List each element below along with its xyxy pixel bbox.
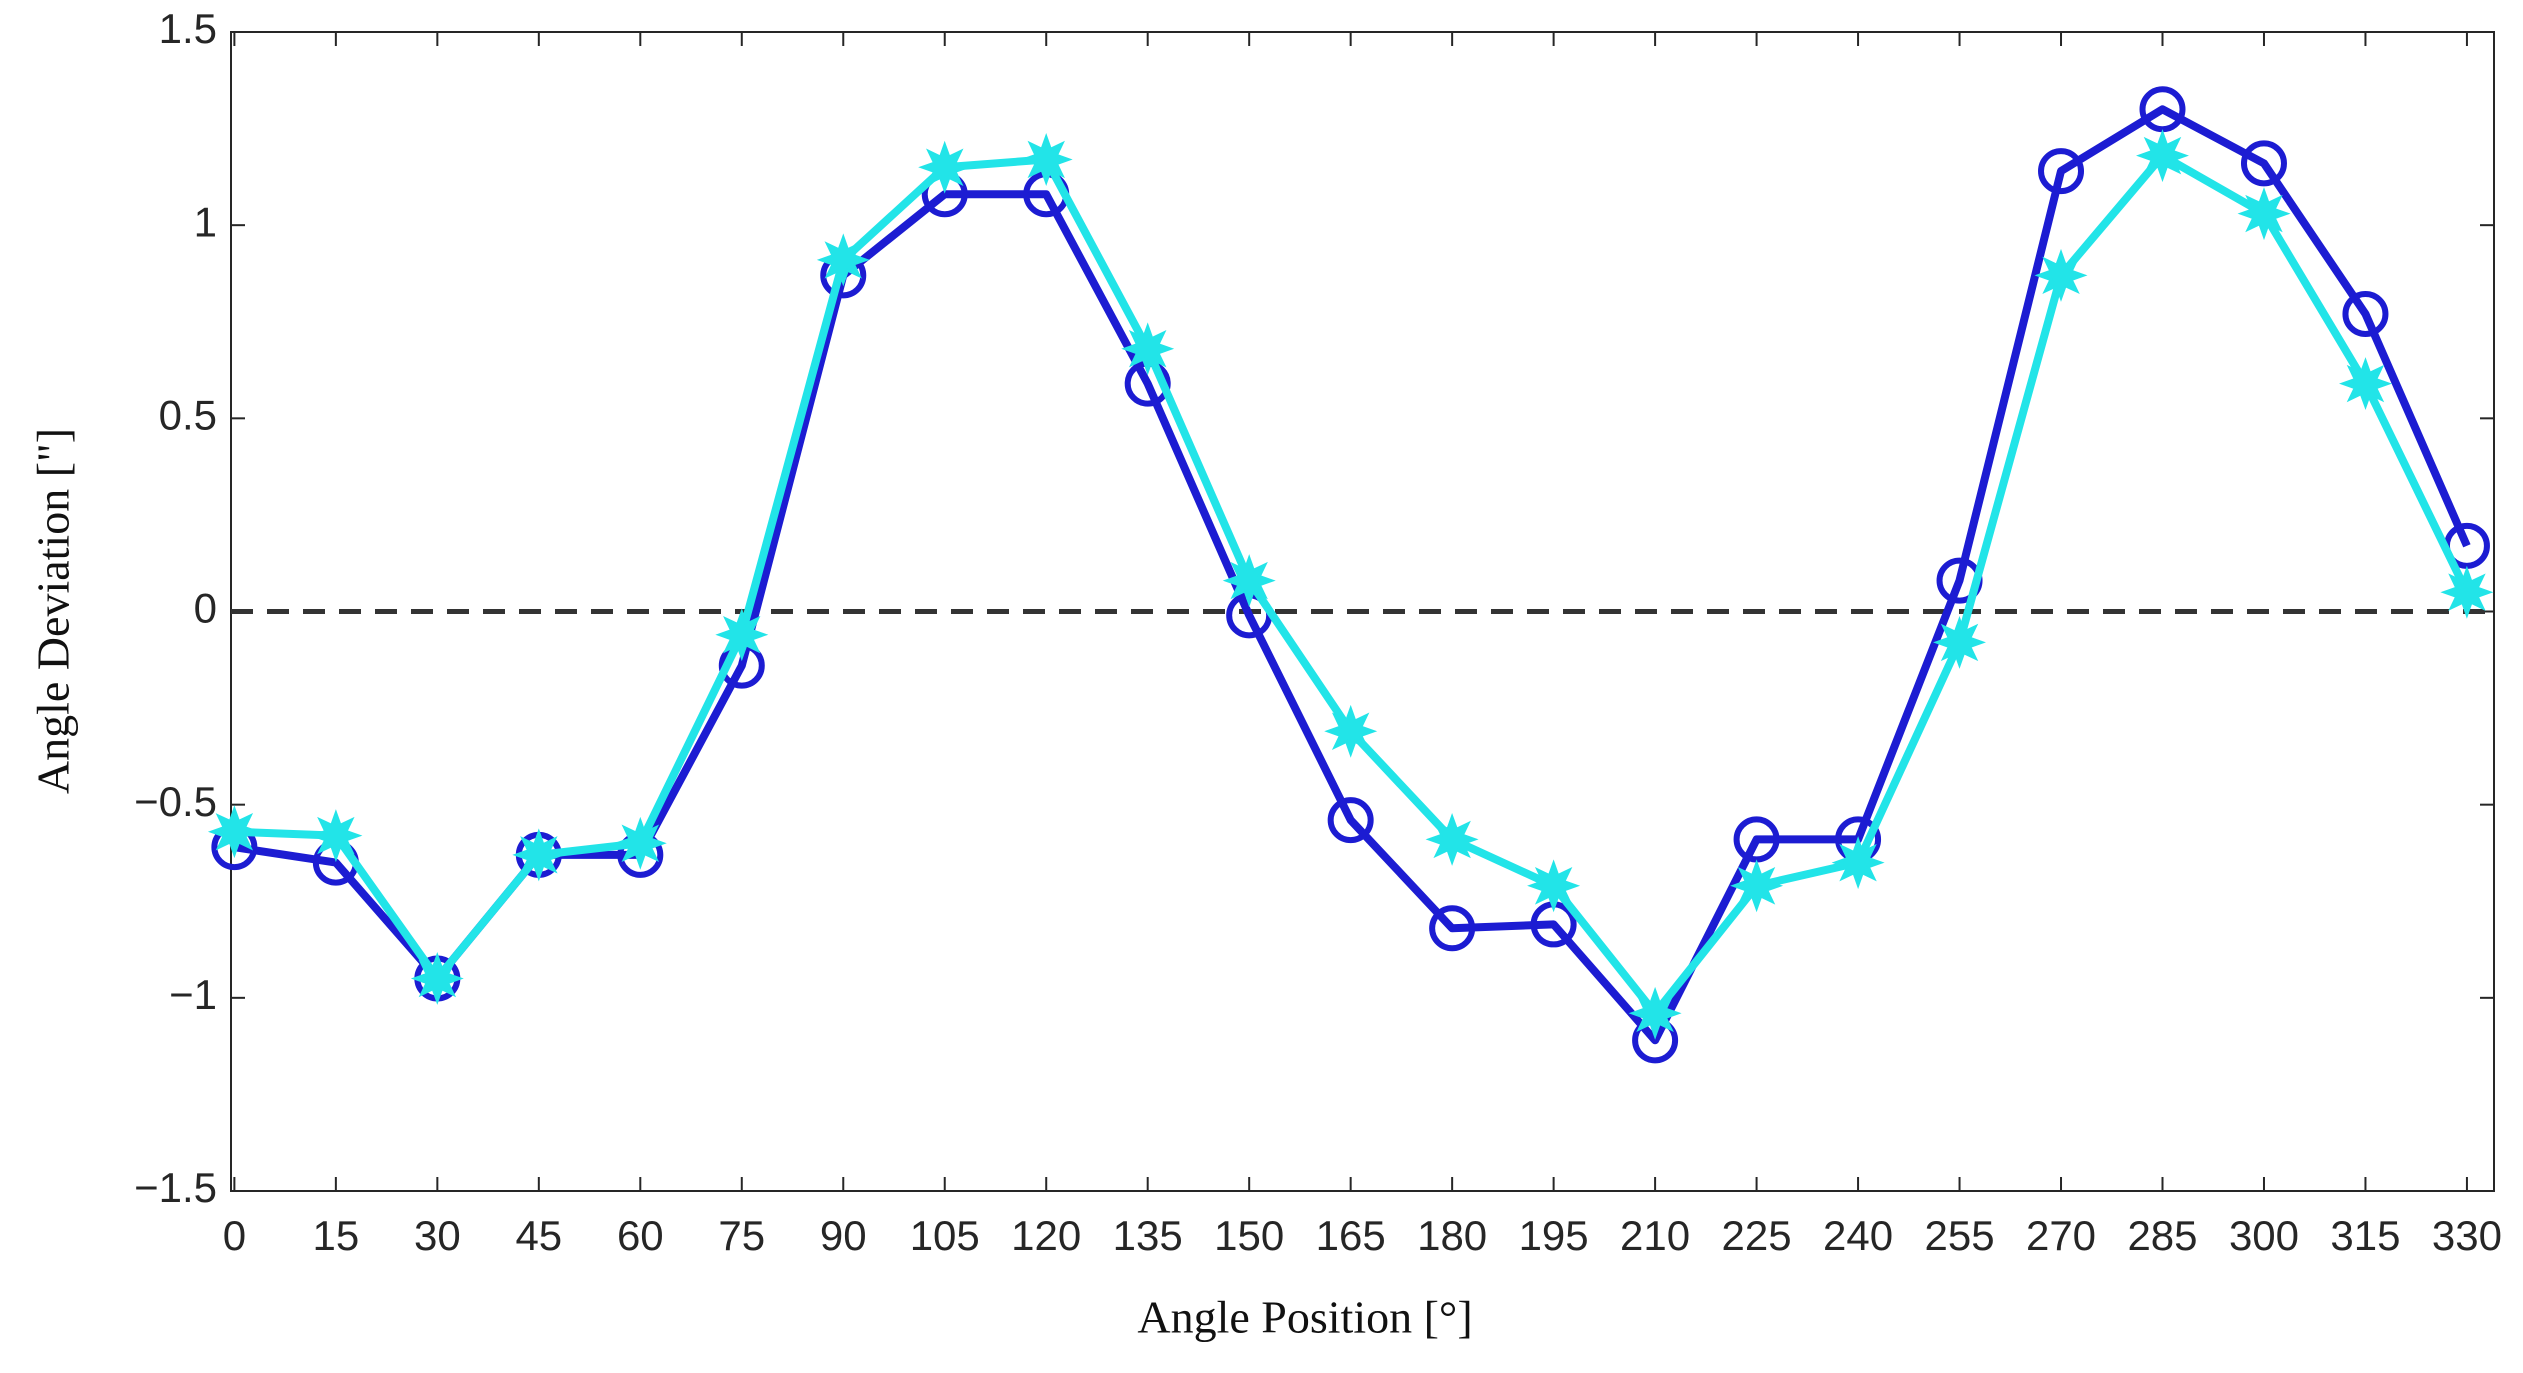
x-tick-label: 165 [1316,1212,1386,1259]
x-tick-label: 30 [414,1212,461,1259]
marker [1831,836,1885,890]
y-tick-label: 1 [194,198,217,245]
x-tick-label: 240 [1823,1212,1893,1259]
x-tick-label: 225 [1722,1212,1792,1259]
y-tick-label: 0.5 [159,391,217,438]
x-tick-label: 270 [2026,1212,2096,1259]
marker [1425,812,1479,866]
x-tick-label: 45 [515,1212,562,1259]
x-tick-label: 195 [1519,1212,1589,1259]
x-tick-label: 60 [617,1212,664,1259]
marker [918,140,972,194]
marker [2342,291,2389,338]
x-tick-label: 120 [1011,1212,1081,1259]
x-tick-label: 150 [1214,1212,1284,1259]
marker [410,952,464,1005]
marker [207,805,261,859]
marker [2339,357,2393,411]
marker [1327,797,1374,844]
marker [2440,565,2494,619]
marker [2240,140,2287,187]
marker [1121,322,1175,376]
marker [512,828,566,882]
marker [1019,133,1073,186]
x-tick-label: 135 [1113,1212,1183,1259]
x-tick-label: 300 [2229,1212,2299,1259]
x-tick-label: 285 [2127,1212,2197,1259]
marker [715,608,769,662]
y-tick-label: −1.5 [134,1164,217,1211]
marker [1324,704,1378,758]
y-tick-label: 0 [194,585,217,632]
x-tick-label: 75 [718,1212,765,1259]
marker [1628,986,1682,1040]
x-axis-label: Angle Position [°] [1137,1292,1472,1343]
x-tick-label: 0 [223,1212,246,1259]
marker [309,809,363,863]
x-tick-label: 180 [1417,1212,1487,1259]
marker [816,233,870,287]
y-axis-label: Angle Deviation ["] [28,428,79,794]
x-tick-label: 330 [2432,1212,2502,1259]
marker [1932,615,1986,669]
marker [2038,148,2085,195]
x-tick-label: 105 [910,1212,980,1259]
marker [613,816,667,870]
marker [1429,905,1476,952]
marker [2237,187,2291,241]
x-tick-label: 315 [2330,1212,2400,1259]
series-line [233,105,2471,1045]
y-tick-label: 1.5 [159,5,217,52]
marker [2136,129,2189,183]
y-tick-label: −0.5 [134,778,217,825]
x-tick-label: 210 [1620,1212,1690,1259]
x-tick-label: 90 [820,1212,867,1259]
marker [1222,554,1276,608]
marker [2034,248,2088,302]
marker [1527,859,1581,913]
marker [1730,859,1784,913]
x-tick-label: 15 [313,1212,360,1259]
y-tick-label: −1 [169,971,217,1018]
x-tick-label: 255 [1925,1212,1995,1259]
